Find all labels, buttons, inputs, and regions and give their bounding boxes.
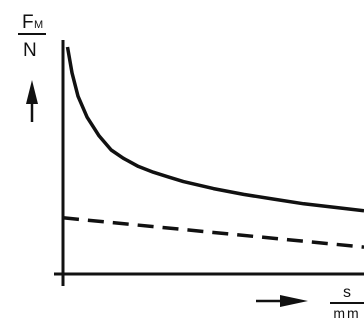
- y-direction-arrow-icon: [26, 80, 38, 122]
- y-label-symbol: F: [22, 12, 34, 33]
- x-axis-label: s mm: [330, 284, 364, 320]
- y-label-unit: N: [23, 40, 37, 61]
- x-direction-arrow-icon: [256, 295, 308, 307]
- y-label-subscript: M: [34, 19, 43, 31]
- solid-series-line: [65, 46, 364, 213]
- dashed-series-line: [62, 216, 364, 249]
- x-label-unit: mm: [333, 305, 360, 320]
- y-axis-label: F M N: [18, 12, 46, 61]
- series-layer: [62, 46, 364, 249]
- x-label-symbol: s: [343, 284, 351, 301]
